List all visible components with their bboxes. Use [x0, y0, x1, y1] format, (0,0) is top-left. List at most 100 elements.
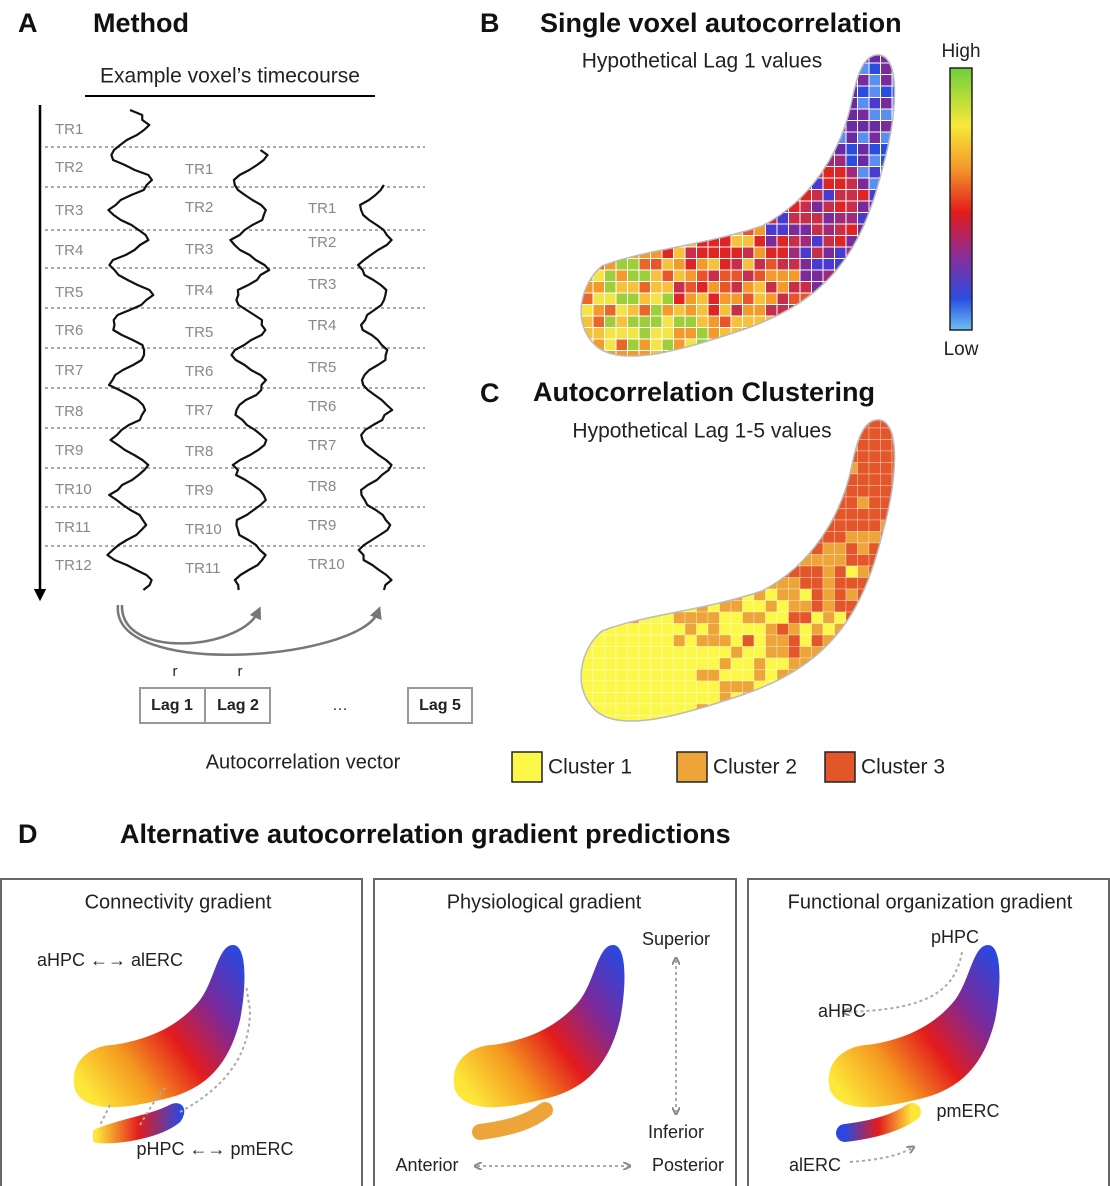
panel-letter: D [18, 819, 38, 849]
voxel [662, 463, 674, 475]
voxel [766, 555, 778, 567]
voxel [754, 86, 766, 98]
legend: Cluster 1Cluster 2Cluster 3 [512, 752, 945, 782]
voxel [766, 132, 778, 144]
voxel [616, 681, 628, 693]
voxel [708, 316, 720, 328]
voxel [651, 566, 663, 578]
voxel [708, 213, 720, 225]
voxel [720, 486, 732, 498]
voxel [869, 75, 881, 87]
voxel [858, 440, 870, 452]
voxel [789, 520, 801, 532]
voxel [892, 362, 904, 374]
voxel [697, 362, 709, 374]
voxel [731, 463, 743, 475]
voxel [593, 270, 605, 282]
voxel [639, 463, 651, 475]
voxel [593, 589, 605, 601]
voxel [789, 144, 801, 156]
voxel [869, 727, 881, 739]
voxel [800, 670, 812, 682]
voxel [892, 647, 904, 659]
voxel [812, 670, 824, 682]
voxel [731, 155, 743, 167]
voxel [731, 109, 743, 121]
voxel [651, 463, 663, 475]
voxel [685, 474, 697, 486]
voxel [858, 727, 870, 739]
voxel [789, 589, 801, 601]
voxel [812, 578, 824, 590]
voxel [593, 282, 605, 294]
voxel [731, 520, 743, 532]
voxel [846, 497, 858, 509]
voxel [743, 451, 755, 463]
voxel [789, 155, 801, 167]
voxel [777, 658, 789, 670]
voxel [789, 532, 801, 544]
voxel [593, 362, 605, 374]
voxel [685, 463, 697, 475]
voxel [708, 578, 720, 590]
voxel [892, 635, 904, 647]
panel-title: Autocorrelation Clustering [533, 377, 875, 407]
voxel [651, 236, 663, 248]
voxel [835, 362, 847, 374]
legend-swatch [512, 752, 542, 782]
voxel [800, 362, 812, 374]
voxel [892, 532, 904, 544]
panel-letter: C [480, 378, 500, 408]
voxel [800, 155, 812, 167]
voxel [720, 362, 732, 374]
voxel [639, 520, 651, 532]
voxel [720, 132, 732, 144]
voxel [593, 121, 605, 133]
voxel [754, 624, 766, 636]
voxel [708, 282, 720, 294]
voxel [639, 474, 651, 486]
voxel [766, 305, 778, 317]
voxel [835, 98, 847, 110]
voxel [835, 589, 847, 601]
voxel [582, 351, 594, 363]
voxel [835, 716, 847, 728]
voxel [743, 121, 755, 133]
voxel [823, 612, 835, 624]
voxel [628, 316, 640, 328]
voxel [812, 190, 824, 202]
voxel [570, 98, 582, 110]
voxel [777, 474, 789, 486]
voxel [720, 681, 732, 693]
voxel [593, 305, 605, 317]
voxel [892, 167, 904, 179]
voxel [789, 328, 801, 340]
voxel [651, 362, 663, 374]
voxel [892, 155, 904, 167]
voxel [605, 86, 617, 98]
voxel [662, 635, 674, 647]
voxel [593, 328, 605, 340]
direction-label: Inferior [648, 1122, 704, 1142]
voxel [582, 463, 594, 475]
voxel [881, 417, 893, 429]
voxel [812, 224, 824, 236]
voxel [812, 451, 824, 463]
voxel [835, 647, 847, 659]
voxel [766, 144, 778, 156]
voxel [605, 658, 617, 670]
voxel [800, 601, 812, 613]
voxel [881, 316, 893, 328]
voxel [823, 247, 835, 259]
voxel [881, 224, 893, 236]
voxel [685, 635, 697, 647]
voxel [708, 612, 720, 624]
voxel [616, 362, 628, 374]
voxel [869, 282, 881, 294]
voxel [651, 520, 663, 532]
voxel [582, 132, 594, 144]
voxel [858, 155, 870, 167]
voxel [869, 486, 881, 498]
voxel [639, 647, 651, 659]
panel-letter: A [18, 8, 38, 38]
